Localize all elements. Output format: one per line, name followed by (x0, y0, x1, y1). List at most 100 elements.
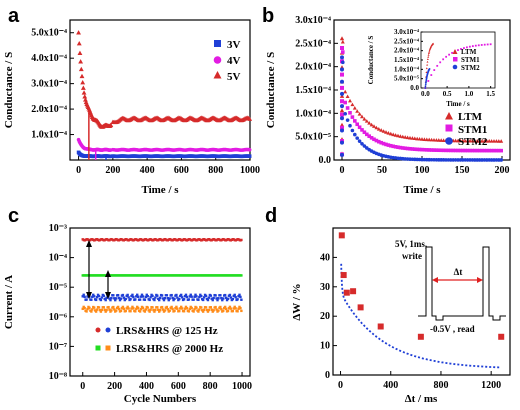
panel-c-point (163, 296, 167, 300)
panel-c-point (95, 308, 99, 311)
panel-c-point (116, 293, 120, 297)
panel-c-point (199, 293, 202, 297)
panel-c-point (97, 306, 101, 309)
panel-b-point (499, 148, 503, 153)
panel-c-point (92, 293, 95, 297)
panel-c-point (104, 298, 107, 302)
panel-c-point (184, 293, 188, 297)
panel-c-point (195, 295, 198, 298)
panel-c-point (221, 298, 224, 302)
panel-d-fit (340, 263, 501, 369)
inset-point (430, 74, 433, 76)
panel-b-point (473, 148, 477, 153)
panel-c-point (160, 305, 164, 309)
panel-c-point (113, 297, 116, 300)
arrow-2000hz-head-down (105, 292, 111, 299)
panel-c-point (141, 295, 145, 298)
panel-c-point (151, 306, 154, 309)
inset-point (474, 44, 477, 47)
panel-a-points (76, 30, 253, 160)
panel-c-point (158, 309, 162, 312)
inset-xtick-label: 0.0 (421, 90, 430, 98)
panel-b-point (340, 79, 344, 84)
panel-c-point (228, 305, 232, 309)
panel-c-point (141, 306, 145, 310)
panel-c-point (126, 305, 129, 309)
panel-d: d 0 400 800 1200 0 10 20 30 40 5V, 1ms, write Δt… (265, 205, 511, 405)
panel-b-point (441, 148, 446, 153)
panel-b-point (393, 144, 398, 149)
panel-c-point (114, 298, 117, 302)
panel-d-xtick-label: 1200 (481, 380, 501, 391)
panel-b-point (365, 132, 369, 137)
inset-point (424, 83, 427, 86)
panel-b-point (439, 148, 443, 153)
panel-c-point (148, 298, 151, 302)
panel-c-point (231, 297, 234, 301)
arrow-2000hz-head-up (105, 270, 111, 277)
panel-b-point (463, 148, 467, 153)
panel-a-xtick-label: 1000 (240, 165, 260, 176)
panel-b-point (381, 129, 386, 133)
panel-b-point (364, 119, 369, 123)
panel-c-point (211, 298, 214, 302)
panel-c-point (148, 310, 151, 313)
legend-2000hz-label: LRS&HRS @ 2000 Hz (116, 343, 223, 355)
panel-b-point (468, 148, 472, 153)
panel-c-point (239, 295, 242, 299)
panel-c-point (236, 310, 239, 313)
panel-c-point (180, 296, 184, 299)
panel-c-point (154, 296, 157, 299)
panel-c-xtick-label: 400 (139, 381, 154, 392)
panel-b-point (485, 148, 489, 153)
panel-c-point (227, 307, 231, 310)
panel-c-point (174, 306, 177, 310)
inset-point (432, 42, 435, 45)
panel-b-point (444, 148, 448, 153)
panel-label-b: b (262, 5, 274, 27)
panel-b-point (461, 148, 465, 153)
panel-b-point (437, 148, 441, 153)
panel-c-point (120, 306, 124, 310)
panel-b-point (449, 148, 453, 153)
panel-b-point (348, 98, 352, 103)
panel-a-point (78, 59, 84, 64)
panel-b-point (362, 144, 367, 148)
panel-c-point (121, 293, 125, 297)
panel-c-xtick-label: 200 (107, 381, 122, 392)
panel-b-point (494, 148, 499, 153)
panel-c-point (220, 296, 223, 300)
delta-t-arrow-left (432, 277, 438, 283)
arrow-125hz-head-up (86, 240, 92, 247)
panel-b-point (427, 137, 432, 142)
panel-c-point (175, 293, 178, 297)
panel-c-point (170, 305, 173, 309)
panel-c-point (226, 309, 230, 313)
panel-c-point (187, 310, 191, 313)
panel-b-point (389, 143, 393, 148)
panel-d-xtick-label: 800 (433, 380, 448, 391)
panel-c-point (228, 293, 232, 297)
panel-b-point (379, 140, 383, 145)
panel-c-point (156, 294, 159, 297)
panel-c-point (140, 293, 144, 297)
panel-c-point (226, 297, 230, 301)
panel-c-point (166, 308, 170, 311)
legend-stm2-label: STM2 (458, 136, 488, 148)
panel-b-point (372, 137, 376, 142)
panel-c-point (240, 309, 243, 313)
panel-b-point (340, 55, 344, 60)
panel-b-point (422, 137, 427, 141)
pulse-read-label: -0.5V , read (430, 324, 475, 334)
panel-b-ylabel: Conductance / S (265, 52, 277, 128)
panel-c-point (232, 307, 235, 310)
panel-c-point (214, 294, 217, 297)
panel-d-ylabel: ΔW / % (291, 283, 303, 320)
panel-b-inset: 0.0 0.5 1.0 1.50.05.0x10⁻⁵1.0x10⁻⁴1.5x10⁻⁴2… (367, 28, 496, 108)
panel-a-point (80, 79, 86, 85)
inset-legend-ltm-label: LTM (461, 48, 477, 56)
panel-b-point (410, 147, 415, 151)
inset-point (480, 44, 483, 46)
panel-c-point (212, 309, 215, 312)
inset-point (428, 68, 431, 70)
